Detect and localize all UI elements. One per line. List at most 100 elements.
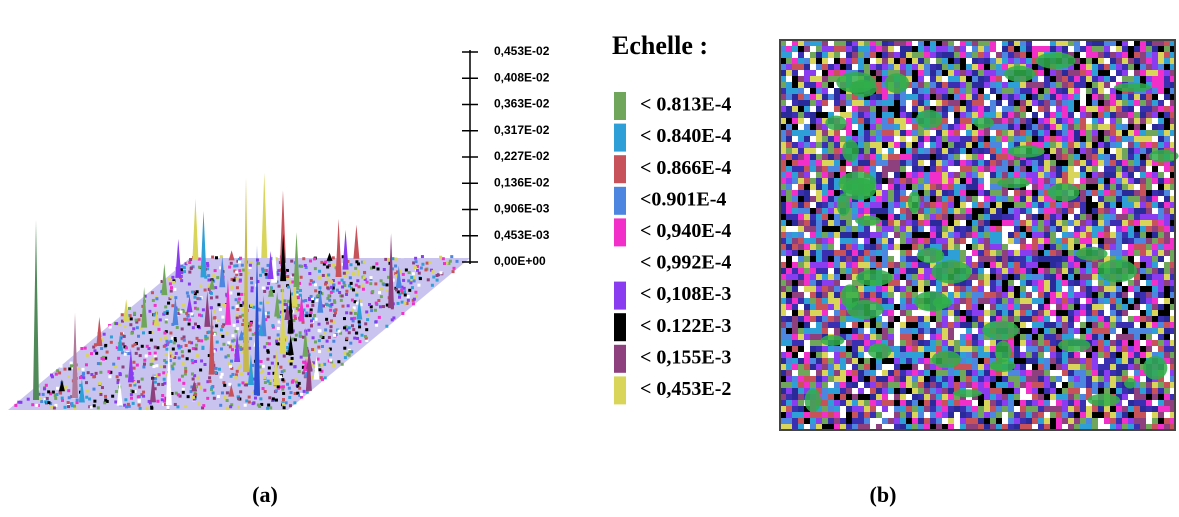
- surface-speck: [114, 389, 118, 393]
- map-cell: [1104, 118, 1110, 124]
- map-cell: [1014, 202, 1020, 208]
- map-cell: [834, 58, 840, 64]
- surface-speck: [240, 308, 244, 312]
- map-cell: [948, 340, 954, 346]
- map-cell: [1080, 148, 1086, 154]
- map-cell: [1152, 232, 1158, 238]
- surface-speck: [164, 305, 168, 309]
- map-cell: [1104, 208, 1110, 214]
- map-cell: [930, 40, 936, 46]
- surface-speck: [104, 394, 108, 398]
- map-cell: [1080, 322, 1086, 328]
- surface-speck: [364, 322, 368, 326]
- map-cell: [954, 292, 960, 298]
- map-cell: [1026, 274, 1032, 280]
- map-cell: [942, 190, 948, 196]
- map-cell: [924, 268, 930, 274]
- map-cell: [1170, 178, 1176, 184]
- surface-speck: [410, 275, 414, 279]
- map-cell: [1020, 286, 1026, 292]
- surface-speck: [253, 396, 257, 400]
- map-cell: [804, 136, 810, 142]
- map-cell: [978, 340, 984, 346]
- surface-speck: [238, 278, 242, 282]
- map-cell: [816, 178, 822, 184]
- map-cell: [792, 280, 798, 286]
- surface-speck: [210, 387, 214, 391]
- map-cell: [966, 256, 972, 262]
- map-cell: [828, 130, 834, 136]
- map-cell: [1128, 130, 1134, 136]
- surface-speck: [412, 261, 416, 265]
- map-cell: [792, 346, 798, 352]
- map-cell: [1038, 232, 1044, 238]
- map-cell: [1134, 118, 1140, 124]
- surface-speck: [252, 305, 256, 309]
- surface-speck: [131, 344, 135, 348]
- surface-speck: [169, 289, 173, 293]
- map-cell: [1020, 112, 1026, 118]
- map-cell: [864, 328, 870, 334]
- map-cell: [1038, 124, 1044, 130]
- map-cell: [852, 238, 858, 244]
- surface-spike: [224, 278, 231, 325]
- surface-speck: [161, 383, 165, 387]
- map-cell: [906, 220, 912, 226]
- surface-speck: [236, 259, 240, 263]
- surface-speck: [134, 318, 138, 322]
- map-cell: [792, 112, 798, 118]
- map-cell: [1110, 94, 1116, 100]
- surface-speck: [238, 315, 242, 319]
- map-cell: [864, 40, 870, 46]
- map-cell: [786, 298, 792, 304]
- surface-speck: [206, 396, 210, 400]
- surface-speck: [215, 295, 219, 299]
- surface-speck: [310, 319, 314, 323]
- surface-speck: [333, 333, 337, 337]
- map-cell: [1116, 58, 1122, 64]
- map-cell: [1008, 190, 1014, 196]
- map-cell: [1164, 352, 1170, 358]
- map-cell: [1098, 190, 1104, 196]
- map-cell: [1140, 202, 1146, 208]
- map-cell: [918, 52, 924, 58]
- map-cell: [822, 160, 828, 166]
- map-cell: [900, 346, 906, 352]
- surface-speck: [163, 402, 167, 406]
- map-cell: [1158, 118, 1164, 124]
- map-cell: [1014, 352, 1020, 358]
- surface-speck: [228, 345, 232, 349]
- map-cell: [996, 166, 1002, 172]
- surface-speck: [411, 272, 415, 276]
- surface-speck: [150, 291, 154, 295]
- map-cell: [1050, 238, 1056, 244]
- surface-speck: [329, 290, 333, 294]
- map-cell: [918, 232, 924, 238]
- map-cell: [822, 166, 828, 172]
- map-cell: [1080, 262, 1086, 268]
- map-cell: [912, 160, 918, 166]
- map-cell: [1044, 94, 1050, 100]
- map-cell: [1068, 274, 1074, 280]
- map-cell: [1038, 238, 1044, 244]
- map-cell: [1002, 88, 1008, 94]
- map-cell: [840, 304, 846, 310]
- map-cell: [858, 136, 864, 142]
- map-cell: [1062, 160, 1068, 166]
- map-cell: [1050, 100, 1056, 106]
- map-cell: [1110, 256, 1116, 262]
- map-cell: [1158, 160, 1164, 166]
- map-cell: [1098, 64, 1104, 70]
- map-cell: [882, 76, 888, 82]
- map-cell: [1002, 58, 1008, 64]
- map-cell: [1068, 118, 1074, 124]
- map-cell: [972, 262, 978, 268]
- map-cell: [1170, 76, 1176, 82]
- surface-spike: [228, 384, 235, 397]
- map-cell: [912, 226, 918, 232]
- map-cell: [894, 232, 900, 238]
- map-cell: [1074, 202, 1080, 208]
- surface-speck: [189, 258, 193, 262]
- map-cell: [1050, 106, 1056, 112]
- map-cell: [1068, 310, 1074, 316]
